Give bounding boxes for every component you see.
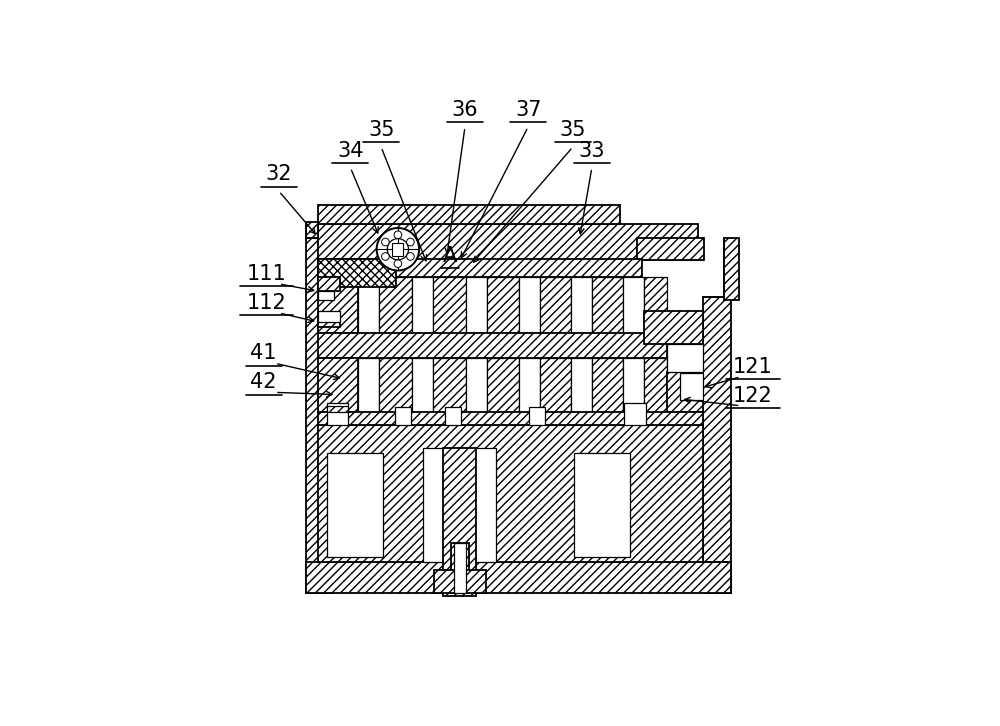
Bar bbox=[306, 235, 332, 593]
Bar bbox=[487, 277, 519, 333]
Text: 36: 36 bbox=[452, 99, 478, 120]
Text: 121: 121 bbox=[733, 356, 773, 377]
Text: 122: 122 bbox=[733, 386, 773, 406]
Bar bbox=[379, 277, 412, 333]
Bar bbox=[724, 238, 739, 300]
Bar bbox=[451, 543, 469, 593]
Bar bbox=[487, 358, 519, 412]
Bar bbox=[466, 358, 487, 412]
Bar bbox=[318, 311, 340, 322]
Bar bbox=[318, 333, 667, 358]
Bar bbox=[318, 259, 396, 287]
Bar bbox=[519, 277, 540, 333]
Bar bbox=[318, 277, 358, 333]
Bar bbox=[318, 205, 620, 224]
Bar bbox=[318, 224, 698, 261]
Bar bbox=[667, 344, 703, 372]
Text: 111: 111 bbox=[247, 264, 286, 284]
Bar bbox=[318, 358, 358, 412]
Bar bbox=[318, 412, 703, 425]
Bar bbox=[433, 277, 466, 333]
Bar bbox=[519, 358, 540, 412]
Bar bbox=[454, 543, 466, 593]
Bar bbox=[434, 570, 486, 593]
Bar bbox=[392, 242, 403, 256]
Bar bbox=[637, 238, 704, 261]
Bar bbox=[327, 453, 383, 557]
Text: 34: 34 bbox=[337, 141, 364, 161]
Bar bbox=[571, 277, 592, 333]
Bar bbox=[306, 563, 731, 593]
Bar bbox=[318, 290, 334, 300]
Bar bbox=[412, 277, 433, 333]
Bar bbox=[395, 407, 411, 425]
Bar bbox=[644, 358, 667, 412]
Text: 35: 35 bbox=[368, 120, 394, 139]
Text: 32: 32 bbox=[266, 164, 292, 184]
Bar bbox=[327, 406, 348, 412]
Bar bbox=[540, 277, 571, 333]
Text: 42: 42 bbox=[250, 372, 277, 392]
Bar bbox=[443, 448, 476, 596]
Circle shape bbox=[377, 228, 419, 271]
Circle shape bbox=[407, 253, 414, 261]
Bar bbox=[667, 372, 703, 412]
Bar bbox=[318, 259, 642, 277]
Bar bbox=[445, 407, 461, 425]
Text: A: A bbox=[443, 246, 457, 266]
Bar bbox=[624, 403, 646, 425]
Bar bbox=[466, 277, 487, 333]
Bar bbox=[318, 222, 368, 245]
Bar bbox=[318, 277, 340, 291]
Bar bbox=[644, 277, 667, 333]
Bar bbox=[540, 358, 571, 412]
Bar bbox=[318, 321, 340, 327]
Text: 112: 112 bbox=[247, 293, 286, 313]
Bar bbox=[529, 407, 545, 425]
Circle shape bbox=[394, 231, 402, 239]
Bar bbox=[327, 403, 348, 425]
Bar bbox=[318, 425, 703, 563]
Text: 41: 41 bbox=[250, 343, 277, 363]
Bar bbox=[358, 358, 379, 412]
Bar bbox=[412, 358, 433, 412]
Bar bbox=[306, 222, 318, 238]
Bar bbox=[423, 448, 496, 563]
Text: 35: 35 bbox=[560, 120, 586, 139]
Circle shape bbox=[407, 238, 414, 246]
Bar bbox=[680, 373, 703, 400]
Bar bbox=[623, 358, 644, 412]
Circle shape bbox=[387, 239, 409, 260]
Bar bbox=[571, 358, 592, 412]
Bar bbox=[592, 358, 623, 412]
Bar bbox=[574, 453, 630, 557]
Bar bbox=[592, 277, 623, 333]
Circle shape bbox=[394, 260, 402, 267]
Bar bbox=[623, 277, 644, 333]
Circle shape bbox=[382, 253, 389, 261]
Bar bbox=[644, 311, 703, 344]
Bar bbox=[358, 277, 379, 333]
Text: 37: 37 bbox=[515, 99, 541, 120]
Bar bbox=[433, 358, 466, 412]
Bar bbox=[379, 358, 412, 412]
Bar bbox=[703, 297, 731, 593]
Text: 33: 33 bbox=[579, 141, 605, 161]
Circle shape bbox=[382, 238, 389, 246]
